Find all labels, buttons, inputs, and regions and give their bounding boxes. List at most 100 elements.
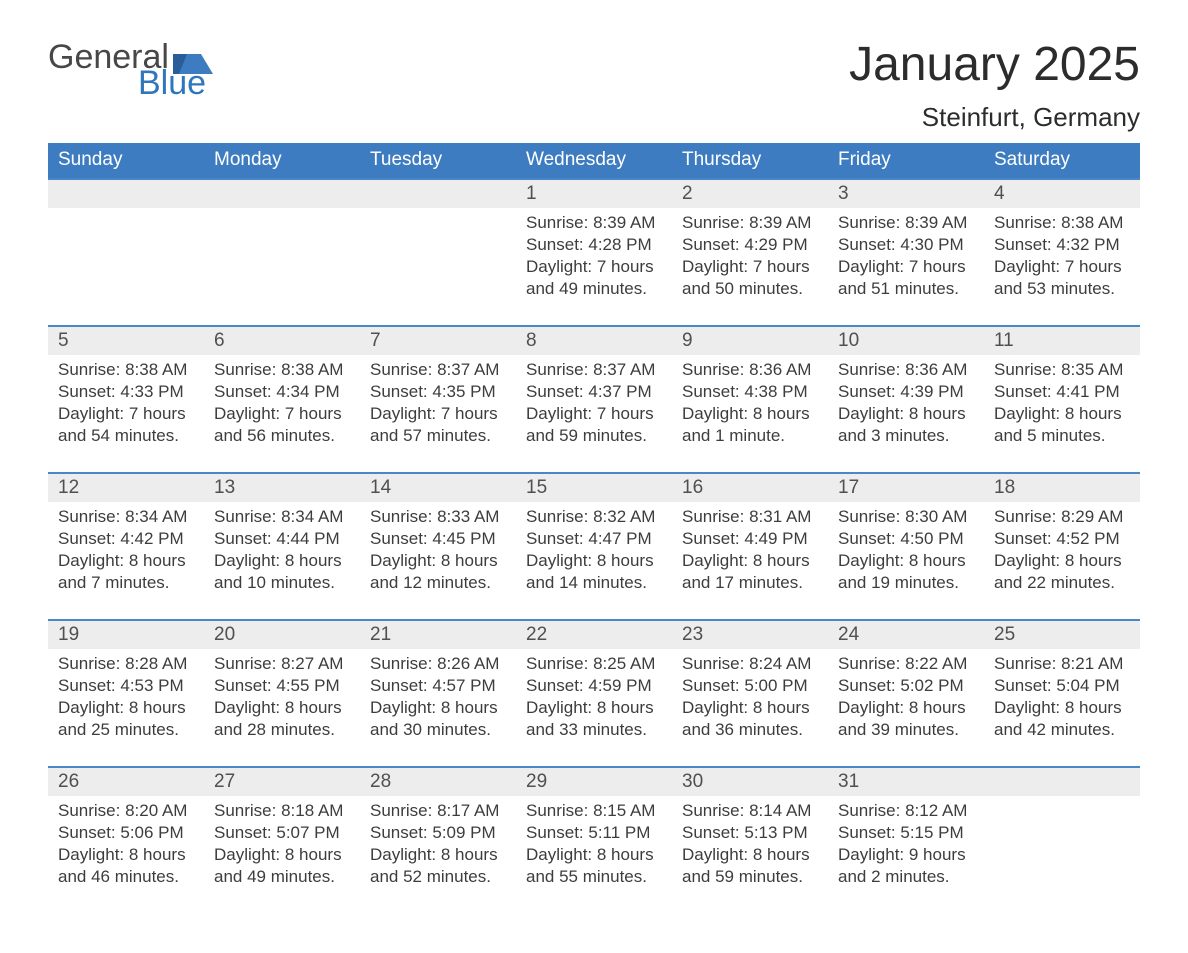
day-cell — [48, 208, 204, 325]
sunrise-line: Sunrise: 8:28 AM — [58, 653, 194, 675]
daylight-line-2: and 33 minutes. — [526, 719, 662, 741]
daylight-line-2: and 50 minutes. — [682, 278, 818, 300]
dow-cell: Saturday — [984, 143, 1140, 178]
day-cell: Sunrise: 8:28 AMSunset: 4:53 PMDaylight:… — [48, 649, 204, 766]
daylight-line-2: and 54 minutes. — [58, 425, 194, 447]
sunset-line: Sunset: 4:59 PM — [526, 675, 662, 697]
sunset-line: Sunset: 5:11 PM — [526, 822, 662, 844]
day-number: 18 — [984, 474, 1140, 502]
day-number: 19 — [48, 621, 204, 649]
calendar: SundayMondayTuesdayWednesdayThursdayFrid… — [48, 143, 1140, 913]
sunrise-line: Sunrise: 8:37 AM — [370, 359, 506, 381]
daynum-row: 19202122232425 — [48, 619, 1140, 649]
title-block: January 2025 Steinfurt, Germany — [849, 40, 1140, 133]
day-cell: Sunrise: 8:35 AMSunset: 4:41 PMDaylight:… — [984, 355, 1140, 472]
sunset-line: Sunset: 4:57 PM — [370, 675, 506, 697]
daylight-line-2: and 51 minutes. — [838, 278, 974, 300]
sunset-line: Sunset: 4:33 PM — [58, 381, 194, 403]
day-cell: Sunrise: 8:27 AMSunset: 4:55 PMDaylight:… — [204, 649, 360, 766]
day-cell: Sunrise: 8:12 AMSunset: 5:15 PMDaylight:… — [828, 796, 984, 913]
day-of-week-header: SundayMondayTuesdayWednesdayThursdayFrid… — [48, 143, 1140, 178]
day-cell: Sunrise: 8:37 AMSunset: 4:35 PMDaylight:… — [360, 355, 516, 472]
dow-cell: Thursday — [672, 143, 828, 178]
daylight-line-1: Daylight: 8 hours — [214, 844, 350, 866]
day-number — [984, 768, 1140, 796]
sunrise-line: Sunrise: 8:34 AM — [58, 506, 194, 528]
sunrise-line: Sunrise: 8:14 AM — [682, 800, 818, 822]
calendar-body: 1234Sunrise: 8:39 AMSunset: 4:28 PMDayli… — [48, 178, 1140, 913]
day-number: 12 — [48, 474, 204, 502]
day-number: 22 — [516, 621, 672, 649]
day-number: 31 — [828, 768, 984, 796]
day-number: 20 — [204, 621, 360, 649]
daylight-line-1: Daylight: 8 hours — [58, 844, 194, 866]
day-number — [204, 180, 360, 208]
sunrise-line: Sunrise: 8:17 AM — [370, 800, 506, 822]
sunrise-line: Sunrise: 8:25 AM — [526, 653, 662, 675]
dow-cell: Sunday — [48, 143, 204, 178]
sunset-line: Sunset: 4:44 PM — [214, 528, 350, 550]
daylight-line-1: Daylight: 7 hours — [838, 256, 974, 278]
sunset-line: Sunset: 5:07 PM — [214, 822, 350, 844]
day-number: 7 — [360, 327, 516, 355]
sunset-line: Sunset: 5:04 PM — [994, 675, 1130, 697]
sunrise-line: Sunrise: 8:35 AM — [994, 359, 1130, 381]
sunset-line: Sunset: 4:29 PM — [682, 234, 818, 256]
daylight-line-2: and 1 minute. — [682, 425, 818, 447]
daylight-line-1: Daylight: 8 hours — [370, 697, 506, 719]
sunrise-line: Sunrise: 8:33 AM — [370, 506, 506, 528]
sunset-line: Sunset: 4:42 PM — [58, 528, 194, 550]
daylight-line-1: Daylight: 8 hours — [526, 844, 662, 866]
sunrise-line: Sunrise: 8:15 AM — [526, 800, 662, 822]
daylight-line-2: and 5 minutes. — [994, 425, 1130, 447]
day-cell: Sunrise: 8:29 AMSunset: 4:52 PMDaylight:… — [984, 502, 1140, 619]
daylight-line-2: and 49 minutes. — [214, 866, 350, 888]
sunrise-line: Sunrise: 8:39 AM — [526, 212, 662, 234]
sunrise-line: Sunrise: 8:24 AM — [682, 653, 818, 675]
sunset-line: Sunset: 4:45 PM — [370, 528, 506, 550]
daylight-line-1: Daylight: 9 hours — [838, 844, 974, 866]
day-cell: Sunrise: 8:38 AMSunset: 4:34 PMDaylight:… — [204, 355, 360, 472]
page-header: General Blue January 2025 Steinfurt, Ger… — [48, 40, 1140, 133]
daylight-line-1: Daylight: 8 hours — [58, 697, 194, 719]
day-number: 11 — [984, 327, 1140, 355]
daylight-line-1: Daylight: 8 hours — [682, 550, 818, 572]
daylight-line-1: Daylight: 7 hours — [682, 256, 818, 278]
daylight-line-1: Daylight: 8 hours — [994, 697, 1130, 719]
daylight-line-1: Daylight: 8 hours — [838, 403, 974, 425]
daynum-row: 567891011 — [48, 325, 1140, 355]
daylight-line-2: and 25 minutes. — [58, 719, 194, 741]
dow-cell: Friday — [828, 143, 984, 178]
day-cell: Sunrise: 8:39 AMSunset: 4:28 PMDaylight:… — [516, 208, 672, 325]
sunset-line: Sunset: 5:00 PM — [682, 675, 818, 697]
day-number: 15 — [516, 474, 672, 502]
sunrise-line: Sunrise: 8:38 AM — [994, 212, 1130, 234]
day-cell: Sunrise: 8:22 AMSunset: 5:02 PMDaylight:… — [828, 649, 984, 766]
day-cell: Sunrise: 8:21 AMSunset: 5:04 PMDaylight:… — [984, 649, 1140, 766]
sunrise-line: Sunrise: 8:31 AM — [682, 506, 818, 528]
daylight-line-2: and 19 minutes. — [838, 572, 974, 594]
sunrise-line: Sunrise: 8:39 AM — [682, 212, 818, 234]
daylight-line-1: Daylight: 7 hours — [214, 403, 350, 425]
day-cell: Sunrise: 8:24 AMSunset: 5:00 PMDaylight:… — [672, 649, 828, 766]
sunset-line: Sunset: 4:53 PM — [58, 675, 194, 697]
daylight-line-1: Daylight: 8 hours — [214, 697, 350, 719]
sunrise-line: Sunrise: 8:18 AM — [214, 800, 350, 822]
day-cell: Sunrise: 8:17 AMSunset: 5:09 PMDaylight:… — [360, 796, 516, 913]
day-number: 6 — [204, 327, 360, 355]
sunrise-line: Sunrise: 8:34 AM — [214, 506, 350, 528]
daylight-line-1: Daylight: 7 hours — [994, 256, 1130, 278]
day-number: 4 — [984, 180, 1140, 208]
sunset-line: Sunset: 4:34 PM — [214, 381, 350, 403]
daylight-line-1: Daylight: 7 hours — [526, 403, 662, 425]
daynum-row: 12131415161718 — [48, 472, 1140, 502]
sunrise-line: Sunrise: 8:12 AM — [838, 800, 974, 822]
dow-cell: Tuesday — [360, 143, 516, 178]
daylight-line-1: Daylight: 8 hours — [526, 550, 662, 572]
daylight-line-2: and 59 minutes. — [526, 425, 662, 447]
sunrise-line: Sunrise: 8:38 AM — [214, 359, 350, 381]
day-number: 2 — [672, 180, 828, 208]
day-cell — [360, 208, 516, 325]
daylight-line-1: Daylight: 7 hours — [526, 256, 662, 278]
daylight-line-2: and 2 minutes. — [838, 866, 974, 888]
